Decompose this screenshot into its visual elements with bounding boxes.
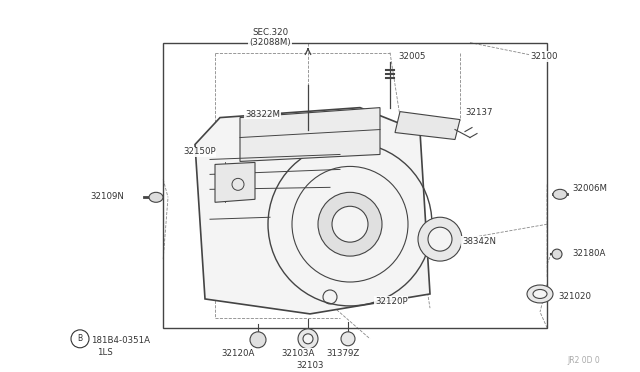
Text: 32109N: 32109N bbox=[90, 192, 124, 201]
Text: 32120A: 32120A bbox=[221, 349, 255, 358]
Circle shape bbox=[428, 227, 452, 251]
Circle shape bbox=[298, 329, 318, 349]
Circle shape bbox=[303, 334, 313, 344]
Polygon shape bbox=[195, 108, 430, 314]
Ellipse shape bbox=[533, 289, 547, 298]
Ellipse shape bbox=[527, 285, 553, 303]
Text: 321020: 321020 bbox=[558, 292, 591, 301]
Circle shape bbox=[318, 192, 382, 256]
Text: 32120P: 32120P bbox=[375, 297, 408, 306]
Text: 32005: 32005 bbox=[398, 52, 426, 61]
Text: 31379Z: 31379Z bbox=[326, 349, 360, 358]
Polygon shape bbox=[215, 163, 255, 202]
Text: 38342N: 38342N bbox=[462, 237, 496, 246]
Circle shape bbox=[341, 332, 355, 346]
Circle shape bbox=[332, 206, 368, 242]
Text: 1LS: 1LS bbox=[97, 348, 113, 357]
Text: B: B bbox=[77, 334, 83, 343]
Text: SEC.320: SEC.320 bbox=[252, 28, 288, 37]
Polygon shape bbox=[240, 108, 380, 161]
Text: 32100: 32100 bbox=[530, 52, 557, 61]
Ellipse shape bbox=[553, 189, 567, 199]
Text: JR2 0D 0: JR2 0D 0 bbox=[567, 356, 600, 365]
Text: (32088M): (32088M) bbox=[249, 38, 291, 47]
Text: 181B4-0351A: 181B4-0351A bbox=[91, 336, 150, 345]
Text: 32180A: 32180A bbox=[572, 249, 605, 258]
Text: 32103A: 32103A bbox=[282, 349, 315, 358]
Text: 32150P: 32150P bbox=[183, 147, 216, 157]
Polygon shape bbox=[395, 112, 460, 140]
Circle shape bbox=[418, 217, 462, 261]
Circle shape bbox=[250, 332, 266, 348]
Circle shape bbox=[552, 249, 562, 259]
Text: 38322M: 38322M bbox=[245, 110, 280, 119]
Text: 32006M: 32006M bbox=[572, 185, 607, 193]
Bar bbox=[163, 43, 547, 328]
Text: 32137: 32137 bbox=[465, 108, 493, 117]
Text: 32103: 32103 bbox=[296, 361, 324, 370]
Ellipse shape bbox=[149, 192, 163, 202]
